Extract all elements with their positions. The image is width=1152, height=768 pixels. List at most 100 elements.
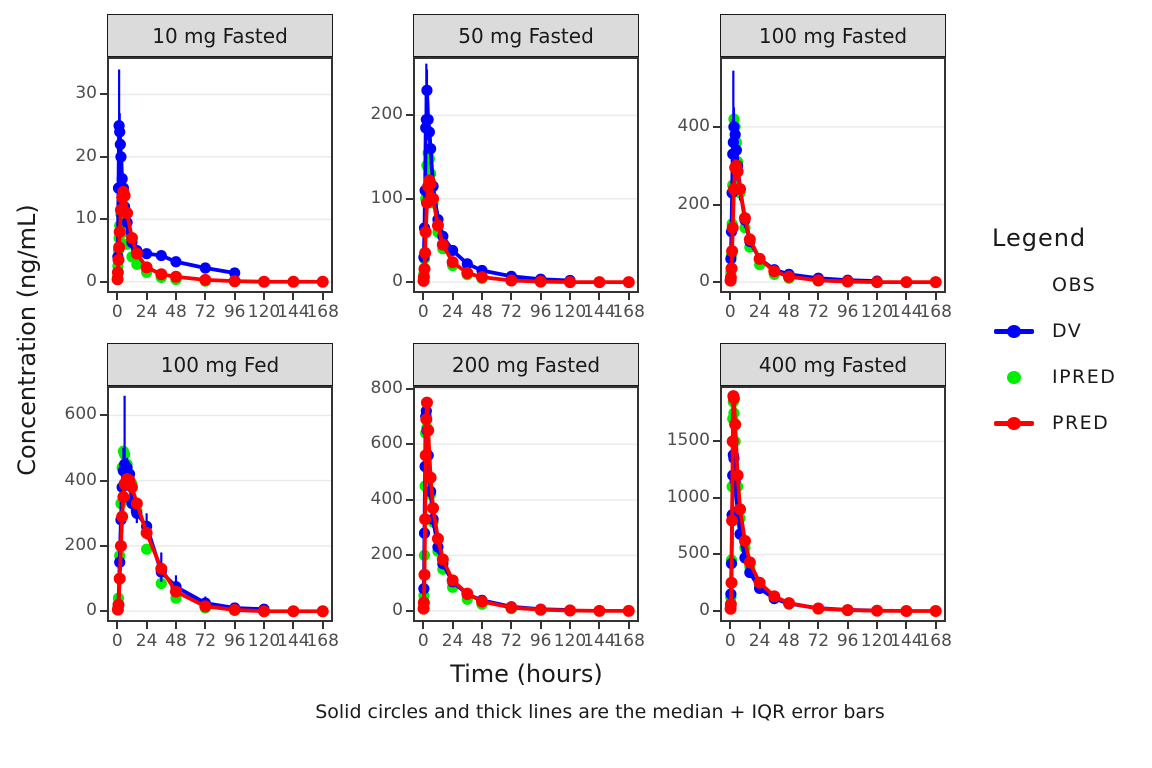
x-axis-tick <box>263 293 266 300</box>
y-axis-tick <box>406 197 413 200</box>
pred-point <box>734 503 747 516</box>
pred-point <box>871 276 884 289</box>
pred-point <box>446 256 459 269</box>
x-tick-label: 72 <box>807 631 830 651</box>
dv-line <box>728 453 878 613</box>
y-tick-label: 200 <box>677 193 710 214</box>
pred-point <box>113 572 126 585</box>
x-axis-tick <box>174 293 177 300</box>
x-tick-label: 72 <box>194 631 217 651</box>
facet-panel-50mg-fasted: 50 mg Fasted 0 24 48 72 96 120 144 168 0 100 200 <box>371 14 645 336</box>
pred-point <box>427 502 440 515</box>
x-axis-tick <box>204 293 207 300</box>
x-tick-label: 168 <box>919 631 952 651</box>
dv-line <box>116 462 265 612</box>
pred-point <box>841 275 854 288</box>
x-tick-label: 120 <box>553 302 587 322</box>
legend-dot-swatch <box>1007 370 1021 384</box>
legend-title: Legend <box>992 224 1087 252</box>
pred-point <box>125 481 138 494</box>
x-tick-label: 24 <box>748 631 771 651</box>
pred-point <box>422 424 435 437</box>
x-tick-label: 48 <box>165 631 187 651</box>
pred-point <box>169 270 182 283</box>
x-tick-label: 0 <box>111 631 123 651</box>
pred-point <box>140 526 153 539</box>
y-tick-label: 200 <box>370 544 403 565</box>
dv-point <box>199 262 211 274</box>
pred-point <box>731 165 744 178</box>
pred-point <box>564 604 577 617</box>
plot-area <box>720 57 946 293</box>
x-tick-label: 24 <box>441 631 464 651</box>
pred-point <box>734 182 747 195</box>
pred-point <box>534 275 547 288</box>
x-axis-tick <box>787 622 790 629</box>
dv-point <box>116 173 128 185</box>
x-tick-label: 96 <box>529 302 552 322</box>
x-axis-tick <box>116 622 119 629</box>
pred-point <box>738 212 751 225</box>
pred-point <box>111 266 124 279</box>
pred-point <box>768 265 781 278</box>
pred-point <box>900 276 913 289</box>
dv-point <box>155 249 167 262</box>
x-tick-label: 96 <box>529 631 552 651</box>
pred-point <box>727 392 740 405</box>
pred-point <box>431 532 444 545</box>
x-tick-label: 0 <box>111 302 123 322</box>
facet-strip: 200 mg Fasted <box>413 343 639 386</box>
x-axis-tick <box>876 293 879 300</box>
pred-point <box>475 595 488 608</box>
pred-point <box>768 590 781 603</box>
x-axis-tick <box>787 293 790 300</box>
pred-point <box>420 413 433 426</box>
x-axis-tick <box>145 622 148 629</box>
pred-point <box>738 534 751 547</box>
pred-point <box>228 275 241 288</box>
y-tick-label: 1000 <box>666 486 710 507</box>
x-tick-label: 144 <box>583 302 616 322</box>
dv-point <box>423 126 435 138</box>
facet-panel-100mg-fed: 100 mg Fed 0 24 48 72 96 120 144 168 0 200 400 600 <box>65 343 339 665</box>
pred-point <box>112 253 125 266</box>
x-tick-label: 48 <box>471 631 493 651</box>
pred-point <box>461 587 474 600</box>
y-tick-label: 400 <box>64 469 97 490</box>
x-tick-label: 96 <box>223 302 246 322</box>
pred-point <box>812 602 825 615</box>
panel-border <box>107 386 333 622</box>
x-tick-label: 0 <box>417 631 429 651</box>
pred-point <box>505 274 518 287</box>
facet-panel-100mg-fasted: 100 mg Fasted 0 24 48 72 96 120 144 168 0 200 400 <box>678 14 952 336</box>
y-axis-tick <box>406 443 413 446</box>
y-axis-tick <box>713 125 720 128</box>
legend-key-ipred-point-icon <box>992 367 1036 387</box>
y-tick-label: 0 <box>86 270 97 291</box>
pred-point <box>419 246 432 259</box>
facet-title: 50 mg Fasted <box>458 23 594 48</box>
x-axis-tick <box>263 622 266 629</box>
x-tick-label: 24 <box>135 302 158 322</box>
x-tick-label: 96 <box>223 631 246 651</box>
pred-point <box>743 233 756 246</box>
pred-point <box>593 604 606 617</box>
legend-key-dv-line-point-icon <box>992 321 1036 341</box>
legend-key-pred-line-point-icon <box>992 413 1036 433</box>
facet-title: 200 mg Fasted <box>451 352 601 377</box>
y-tick-label: 200 <box>64 534 97 555</box>
x-tick-label: 24 <box>135 631 158 651</box>
y-axis-tick <box>100 610 107 613</box>
x-axis-tick <box>422 293 425 300</box>
y-tick-label: 500 <box>677 543 710 564</box>
dv-point <box>461 258 473 270</box>
legend-entry-dv: DV <box>992 308 1116 354</box>
x-tick-label: 0 <box>724 302 736 322</box>
y-axis-tick <box>406 281 413 284</box>
pred-point <box>116 510 129 523</box>
dv-point <box>730 144 742 156</box>
pred-point <box>729 418 742 431</box>
legend-dot-swatch <box>1007 324 1021 338</box>
legend-entry-ipred: IPRED <box>992 354 1116 400</box>
